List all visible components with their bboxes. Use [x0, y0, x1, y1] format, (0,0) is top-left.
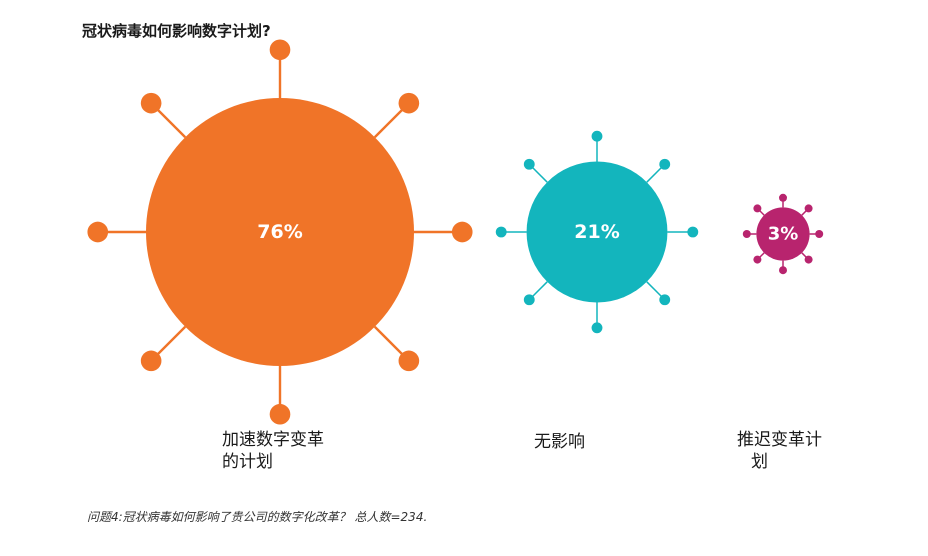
bubble-postpone-spike-knob [779, 266, 787, 275]
bubble-postpone-spike-knob [804, 204, 813, 213]
bubble-postpone-spike-knob [753, 255, 762, 264]
data-label-postpone: 3% [768, 224, 799, 245]
bubble-no-impact [526, 161, 668, 303]
bubble-no-impact-spike-knob [687, 226, 699, 238]
bubble-accelerate-spike-knob [398, 350, 420, 372]
bubble-postpone-spike-knob [804, 255, 813, 264]
bubble-postpone [756, 207, 810, 261]
bubble-no-impact-spike-knob [523, 294, 535, 306]
bubble-no-impact-spike-knob [523, 158, 535, 170]
data-label-accelerate: 76% [257, 221, 302, 243]
bubble-postpone-spike-knob [779, 193, 787, 202]
data-label-no-impact: 21% [574, 221, 619, 243]
bubble-no-impact-spike-knob [659, 158, 671, 170]
category-label-postpone: 推迟变革计 划 [737, 429, 822, 473]
bubble-postpone-spike-knob [753, 204, 762, 213]
category-label-postpone-line2: 划 [751, 452, 768, 472]
bubble-postpone-spike-knob [742, 230, 751, 238]
bubble-no-impact-spike-knob [495, 226, 507, 238]
chart-title: 冠状病毒如何影响数字计划? [82, 22, 271, 40]
bubble-no-impact-spike-knob [659, 294, 671, 306]
category-label-postpone-line1: 推迟变革计 [737, 430, 822, 450]
bubble-accelerate-spike-knob [398, 92, 420, 114]
bubble-accelerate-spike-knob [140, 92, 162, 114]
footnote: 问题4:冠状病毒如何影响了贵公司的数字化改革？ 总人数=234. [87, 510, 428, 524]
bubble-no-impact-spike-knob [591, 322, 603, 334]
category-label-no-impact: 无影响 [534, 431, 585, 453]
category-label-accelerate-line2: 的计划 [222, 452, 273, 472]
category-label-accelerate: 加速数字变革 的计划 [222, 429, 324, 473]
category-label-no-impact-line1: 无影响 [534, 432, 585, 452]
bubble-postpone-spike-knob [815, 230, 824, 238]
bubble-accelerate-spike-knob [451, 221, 473, 243]
bubble-accelerate [146, 98, 414, 366]
bubble-accelerate-spike-knob [140, 350, 162, 372]
category-label-accelerate-line1: 加速数字变革 [222, 430, 324, 450]
bubble-accelerate-spike-knob [269, 39, 291, 61]
bubble-accelerate-spike-knob [269, 403, 291, 425]
bubble-no-impact-spike-knob [591, 130, 603, 142]
bubble-accelerate-spike-knob [87, 221, 109, 243]
